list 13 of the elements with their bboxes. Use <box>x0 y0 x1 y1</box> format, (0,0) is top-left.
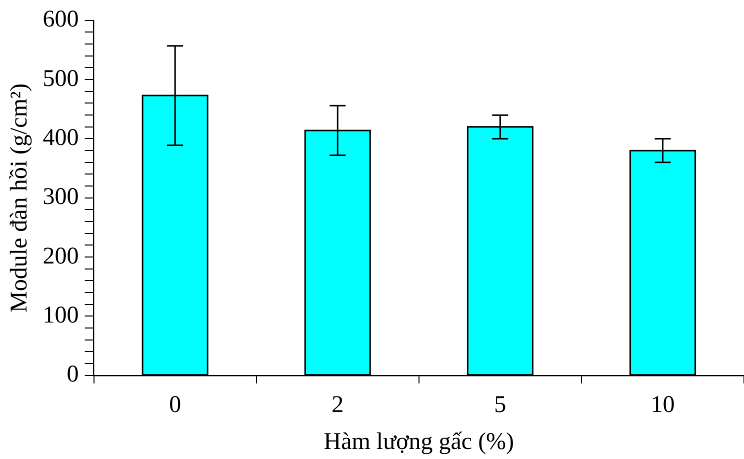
y-tick-label: 300 <box>42 184 79 210</box>
x-tick-label: 5 <box>494 392 506 418</box>
y-axis-title: Module đàn hồi (g/cm²) <box>6 83 33 312</box>
x-axis-title: Hàm lượng gấc (%) <box>324 428 514 455</box>
y-tick-label: 0 <box>66 362 79 388</box>
y-tick-label: 500 <box>42 66 79 92</box>
x-tick-label: 10 <box>650 392 675 418</box>
y-tick-label: 600 <box>42 6 79 33</box>
y-tick-label: 400 <box>42 125 79 152</box>
x-tick-label: 2 <box>332 392 344 418</box>
x-tick-label: 0 <box>169 392 182 418</box>
y-tick-label: 200 <box>42 243 79 270</box>
y-tick-label: 100 <box>42 302 79 329</box>
